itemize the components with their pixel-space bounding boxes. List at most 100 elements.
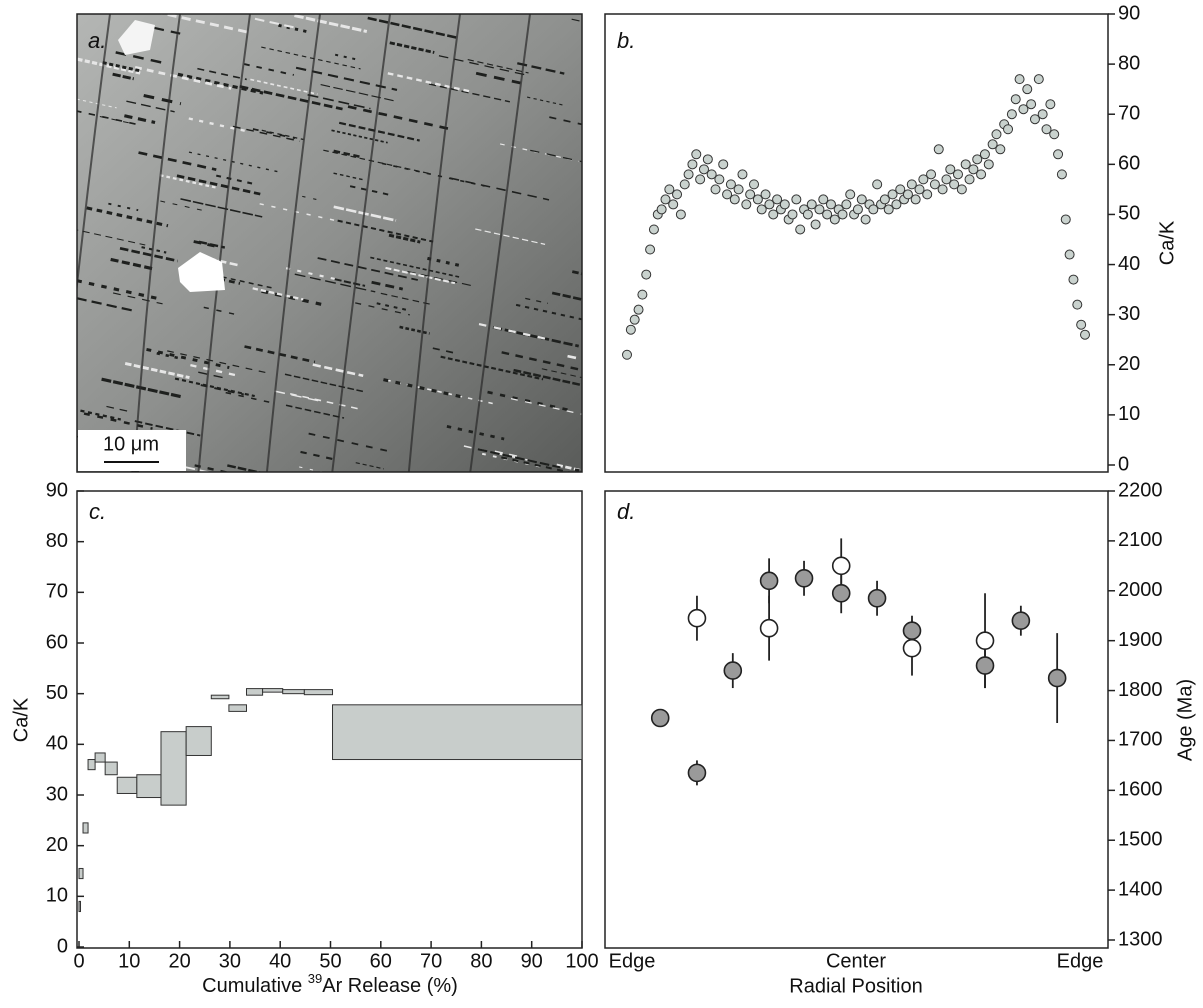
texture-streak [143, 94, 182, 106]
texture-streak [77, 98, 117, 109]
texture-streak [494, 450, 523, 459]
x-tick-label: Center [826, 950, 886, 972]
x-axis-label-part: Cumulative [202, 975, 308, 997]
texture-streak [355, 462, 384, 470]
texture-streak [261, 46, 361, 70]
texture-streak [285, 404, 345, 419]
point [1010, 94, 1021, 105]
texture-crack [469, 14, 531, 472]
texture-streak [299, 466, 325, 472]
texture-streak [347, 105, 453, 131]
texture-streak [232, 125, 301, 142]
texture-streak [367, 16, 459, 40]
point [976, 169, 987, 180]
point [791, 194, 802, 205]
texture-crack [265, 14, 321, 472]
x-tick-label: 10 [118, 950, 140, 972]
texture-streak [119, 246, 179, 263]
age-point [902, 621, 922, 640]
texture-streak [334, 53, 356, 61]
texture-streak [188, 151, 281, 173]
age-point [831, 583, 851, 603]
y-tick-label: 1900 [1118, 629, 1163, 651]
texture-streak [541, 368, 582, 379]
y-tick-label: 80 [46, 530, 68, 552]
age-point [759, 618, 779, 638]
age-point [867, 588, 887, 608]
release-step [332, 704, 583, 761]
release-step [245, 688, 264, 696]
y-tick-label: 1700 [1118, 729, 1163, 751]
y-tick-label: 60 [46, 631, 68, 653]
texture-streak [227, 464, 263, 472]
texture-streak [530, 149, 582, 163]
texture-streak [338, 121, 420, 142]
grain [178, 252, 225, 292]
point [883, 204, 894, 215]
texture-streak [99, 115, 134, 125]
release-step [82, 822, 89, 834]
texture-streak [515, 303, 582, 321]
panel-frame [604, 490, 1109, 949]
point [648, 224, 659, 235]
release-step [116, 776, 138, 794]
texture-streak [307, 94, 371, 110]
texture-streak [385, 266, 456, 285]
point [1049, 129, 1060, 140]
texture-streak [252, 287, 304, 301]
point [710, 184, 721, 195]
texture-streak [492, 325, 580, 348]
point [718, 159, 729, 170]
texture-streak [594, 204, 659, 218]
point [818, 194, 829, 205]
point [845, 189, 856, 200]
release-step [210, 694, 230, 700]
texture-streak [124, 362, 190, 380]
point [860, 214, 871, 225]
texture-streak [587, 82, 634, 92]
texture-streak [406, 270, 471, 286]
release-step [78, 867, 84, 880]
x-axis-label-part: Ar Release (%) [322, 975, 458, 997]
point [714, 174, 725, 185]
point [629, 314, 640, 325]
point [952, 169, 963, 180]
point [756, 204, 767, 215]
texture-streak [383, 378, 461, 399]
texture-streak [259, 203, 339, 222]
point [722, 189, 733, 200]
point [972, 154, 983, 165]
age-point [975, 656, 995, 675]
y-tick-label: 30 [46, 783, 68, 805]
point [764, 199, 775, 210]
point [1056, 169, 1067, 180]
x-tick-label: 20 [168, 950, 190, 972]
point [983, 159, 994, 170]
point [725, 179, 736, 190]
texture-streak [440, 355, 544, 381]
texture-streak [250, 78, 318, 95]
panel-frame [604, 13, 1109, 473]
texture-streak [193, 240, 215, 248]
texture-streak [584, 418, 684, 440]
point [633, 304, 644, 315]
texture-streak [501, 456, 573, 472]
texture-streak [77, 279, 161, 301]
texture-streak [525, 297, 548, 304]
y-tick-label: 50 [46, 682, 68, 704]
point [749, 179, 760, 190]
texture-streak [294, 14, 368, 33]
point [841, 199, 852, 210]
texture-streak [428, 83, 511, 103]
age-point [1011, 611, 1031, 631]
texture-streak [387, 72, 472, 93]
texture-streak [608, 450, 639, 457]
y-tick-label: 2100 [1118, 529, 1163, 551]
texture-streak [101, 377, 182, 399]
x-tick-label: 40 [269, 950, 291, 972]
texture-streak [399, 325, 430, 335]
point [822, 209, 833, 220]
panel-label: c. [89, 499, 106, 524]
texture-streak [225, 391, 277, 405]
